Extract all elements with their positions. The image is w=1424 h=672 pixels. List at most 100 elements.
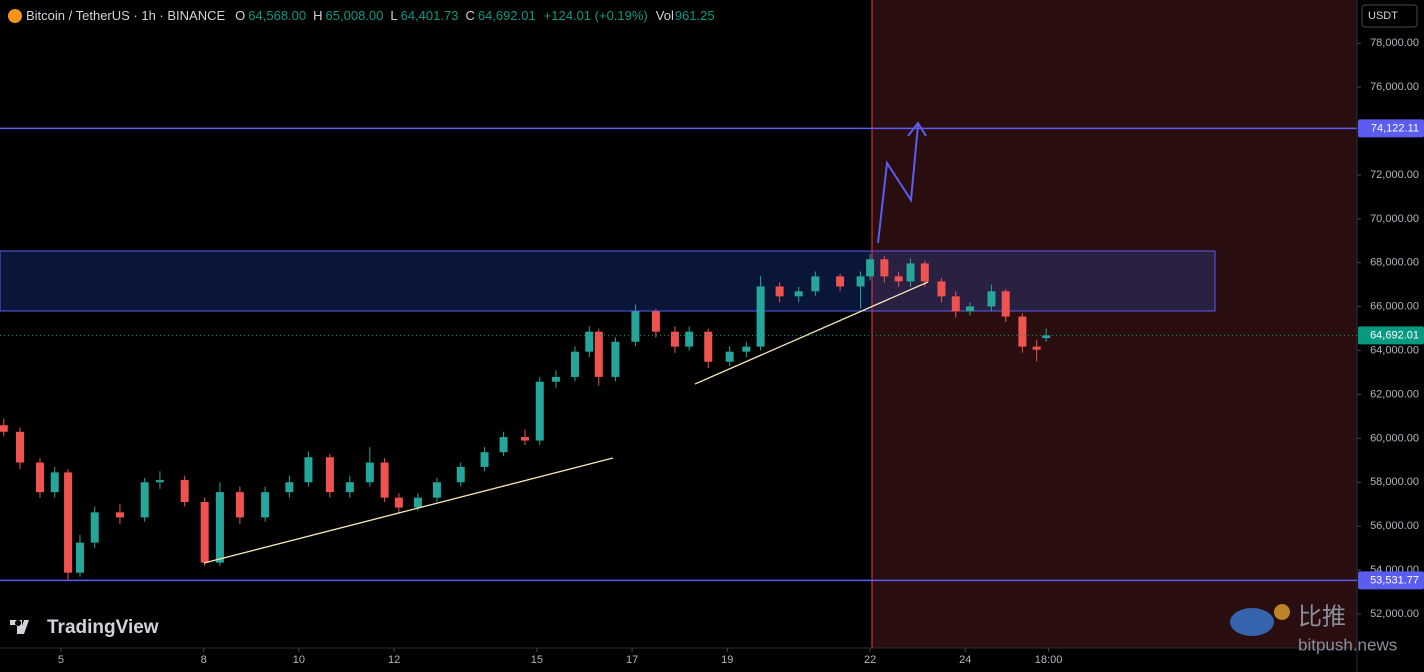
y-tick-label: 66,000.00 (1370, 301, 1419, 313)
ohlc-key: L (390, 8, 398, 23)
candle-body (304, 457, 313, 483)
candle-body (380, 462, 389, 498)
candle-body (413, 497, 422, 508)
symbol[interactable]: Bitcoin / TetherUS · 1h · BINANCE (26, 8, 226, 23)
candle-body (866, 259, 875, 277)
arrow-head (907, 121, 927, 137)
candle-body (520, 437, 529, 441)
candle-body (631, 311, 640, 342)
candle-body (35, 462, 44, 493)
candle-body (966, 306, 975, 312)
candle-body (0, 425, 8, 432)
last-price-label: 64,692.01 (1370, 329, 1419, 341)
candle-body (594, 331, 603, 377)
candle-body (794, 291, 803, 297)
y-tick-label: 72,000.00 (1370, 169, 1419, 181)
candle-body (1001, 291, 1010, 317)
candle-body (880, 259, 889, 277)
candle-body (756, 286, 765, 347)
x-tick-label: 15 (531, 654, 543, 666)
site-cn: 比推 (1298, 603, 1346, 630)
x-tick-label: 18:00 (1035, 654, 1063, 666)
candle-body (742, 346, 751, 352)
candle-body (499, 437, 508, 453)
candle-body (920, 263, 929, 282)
candle-body (180, 480, 189, 503)
ohlc-value: 64,401.73 (400, 8, 459, 23)
currency-label: USDT (1368, 10, 1398, 22)
candle-body (585, 331, 594, 352)
candle-body (456, 466, 465, 483)
y-tick-label: 70,000.00 (1370, 213, 1419, 225)
candle-body (811, 276, 820, 292)
candle-body (836, 276, 845, 287)
tv-logo: TradingView (10, 617, 159, 638)
candle-body (651, 311, 660, 332)
ohlc-key: H (313, 8, 323, 23)
candle-body (261, 492, 270, 518)
level-label: 74,122.11 (1371, 122, 1419, 134)
x-tick-label: 22 (864, 654, 876, 666)
y-tick-label: 68,000.00 (1370, 257, 1419, 269)
candle-body (670, 331, 679, 347)
bird-logo (1230, 608, 1274, 636)
x-tick-label: 24 (959, 654, 971, 666)
change: +124.01 (+0.19%) (543, 8, 648, 23)
candle-body (432, 482, 441, 498)
candle-body (50, 472, 59, 493)
candle-body (1032, 346, 1041, 350)
symbol-icon (8, 8, 22, 23)
candle-body (535, 381, 544, 441)
candle-body (155, 480, 164, 483)
vol-key: Vol (655, 8, 674, 23)
ohlc-key: C (465, 8, 475, 23)
candle-body (365, 462, 374, 483)
candle-body (856, 276, 865, 287)
candle-body (90, 512, 99, 543)
x-tick-label: 12 (388, 654, 400, 666)
x-tick-label: 5 (58, 654, 64, 666)
candle-body (775, 286, 784, 297)
x-tick-label: 17 (626, 654, 638, 666)
site: bitpush.news (1298, 635, 1397, 654)
candle-body (894, 276, 903, 282)
candle-body (685, 331, 694, 347)
vol: 961.25 (674, 8, 715, 23)
logo-mark (10, 620, 29, 634)
y-tick-label: 76,000.00 (1370, 81, 1419, 93)
ohlc-key: O (235, 8, 246, 23)
candle-body (951, 296, 960, 312)
candle-body (235, 492, 244, 518)
x-tick-label: 8 (201, 654, 207, 666)
y-tick-label: 60,000.00 (1370, 432, 1419, 444)
currency-box[interactable] (1361, 4, 1418, 28)
candle-body (987, 291, 996, 307)
ohlc-value: 65,008.00 (325, 8, 384, 23)
trend-line (694, 281, 929, 385)
candle-body (1018, 316, 1027, 347)
x-tick-label: 19 (721, 654, 733, 666)
brand: TradingView (47, 617, 159, 638)
y-tick-label: 56,000.00 (1370, 520, 1419, 532)
candle-body (285, 482, 294, 493)
projection-arrow (877, 124, 919, 244)
coin-logo (1274, 604, 1290, 620)
y-tick-label: 52,000.00 (1370, 608, 1419, 620)
candle-body (115, 512, 124, 518)
candle-body (704, 331, 713, 362)
legend: Bitcoin / TetherUS · 1h · BINANCE O 64,56… (8, 8, 715, 23)
resistance-zone (0, 250, 1216, 312)
level-tag (1358, 119, 1424, 138)
y-tick-label: 64,000.00 (1370, 344, 1419, 356)
ohlc-value: 64,692.01 (477, 8, 536, 23)
candle-body (64, 472, 73, 573)
last-price-tag (1358, 326, 1424, 345)
candle-body (937, 281, 946, 297)
candle-body (394, 497, 403, 508)
candle-body (345, 482, 354, 493)
candle-body (551, 376, 560, 382)
candle-body (480, 452, 489, 467)
candle-body (906, 263, 915, 282)
x-tick-label: 10 (293, 654, 305, 666)
candle-body (75, 542, 84, 573)
